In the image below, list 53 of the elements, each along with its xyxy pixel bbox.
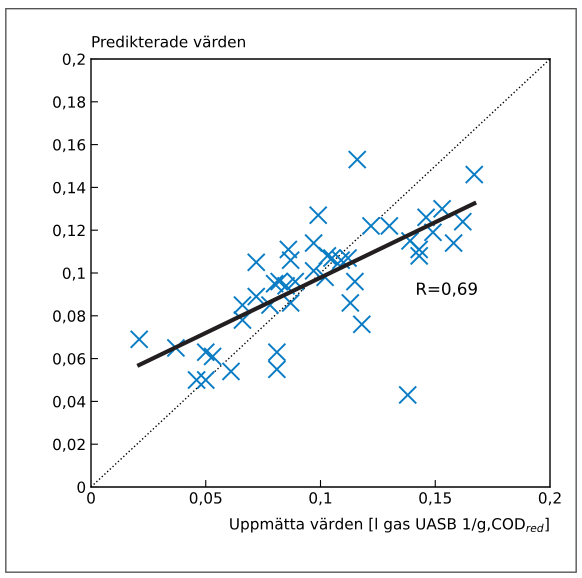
point [304, 234, 324, 253]
y-tick-label: 0,14 [53, 182, 86, 195]
point [267, 342, 286, 362]
point [222, 362, 240, 381]
point [281, 250, 300, 270]
point [246, 287, 266, 306]
point [453, 212, 472, 232]
point [348, 150, 367, 170]
point [410, 246, 429, 266]
point [318, 246, 337, 266]
x-axis-title: Uppmätta värden [l gas UASB 1/g,COD$_{red}$] [230, 518, 549, 533]
point [332, 250, 351, 270]
point [400, 231, 420, 250]
point [432, 199, 452, 218]
point [416, 208, 436, 227]
point [166, 338, 186, 358]
x-tick-label: 0 [87, 492, 95, 504]
x-tick-label: 0,05 [190, 492, 222, 506]
y-axis-title: Predikterade värden [92, 36, 245, 48]
point [308, 206, 328, 225]
point [464, 165, 484, 184]
point [398, 386, 418, 404]
point [410, 240, 429, 259]
point [276, 276, 296, 296]
y-tick-label: 0 [77, 481, 86, 494]
point [196, 370, 216, 390]
point [232, 296, 252, 315]
point [444, 234, 464, 253]
x-tick-label: 0,2 [538, 492, 561, 506]
point [340, 293, 360, 312]
point [265, 274, 284, 294]
point [352, 314, 372, 334]
point [267, 360, 286, 379]
point [187, 370, 206, 390]
x-tick-label: 0,15 [419, 492, 451, 506]
point [246, 252, 266, 272]
point [130, 330, 149, 349]
y-tick-label: 0,18 [53, 96, 86, 110]
point [278, 240, 298, 259]
point [196, 342, 216, 362]
y-tick-label: 0,1 [62, 267, 85, 281]
point [203, 346, 222, 366]
y-tick-label: 0,2 [62, 53, 85, 67]
annotation: R=0,69 [417, 282, 477, 297]
y-tick-label: 0,04 [53, 396, 86, 409]
y-tick-label: 0,16 [53, 139, 86, 152]
point [345, 272, 364, 292]
y-tick-label: 0,02 [53, 438, 85, 452]
y-tick-label: 0,08 [53, 310, 86, 324]
y-tick-label: 0,12 [53, 224, 85, 238]
x-tick-label: 0,1 [309, 492, 332, 506]
y-tick-label: 0,06 [53, 353, 86, 366]
point [304, 261, 324, 280]
